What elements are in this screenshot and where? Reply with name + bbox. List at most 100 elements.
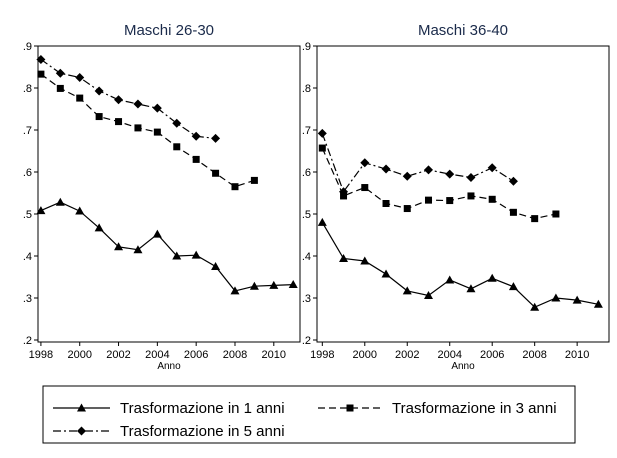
data-point [423,165,433,175]
data-point [487,163,497,173]
legend: Trasformazione in 1 anni Trasformazione … [42,385,576,444]
x-tick-label: 2004 [145,349,169,361]
y-tick-label: .4 [23,251,32,263]
data-point [551,293,561,302]
data-point [402,171,412,181]
data-point [173,143,181,151]
data-point [55,197,65,206]
data-point [317,217,327,226]
data-point [55,68,65,78]
data-point [508,176,518,186]
x-axis-title: Anno [157,361,181,372]
series-line-5-anni [40,58,216,139]
data-point [133,245,143,254]
data-point [133,99,143,109]
y-tick-label: .2 [302,335,311,347]
data-point [530,302,540,311]
data-point [269,280,279,289]
legend-label-3: Trasformazione in 3 anni [392,400,557,417]
data-point [94,223,104,232]
series-line-3-anni [40,73,255,188]
x-tick-label: 2002 [106,349,130,361]
data-point [36,54,46,64]
data-point [360,256,370,265]
data-point [152,229,162,238]
legend-marker-triangle [77,403,86,412]
y-tick-label: .9 [23,41,32,53]
x-tick-label: 2000 [67,349,91,361]
data-point [114,95,124,105]
data-point [115,118,123,126]
panel-maschi-36-40: Maschi 36-40 Anno .2 .3 .4 .5 .6 .7 .8 .9 1998 20… [302,22,610,372]
data-point [56,84,64,92]
data-point [249,281,259,290]
data-point [467,192,475,200]
data-point [488,195,496,203]
y-tick-label: .9 [302,41,311,53]
data-point [192,155,200,163]
legend-label-5: Trasformazione in 5 anni [120,423,285,440]
plot-frame [316,45,610,343]
data-point [572,295,582,304]
data-point [466,284,476,293]
series-line-1-anni [321,222,599,308]
data-point [382,200,390,207]
data-point [552,210,560,218]
data-point [37,70,45,78]
data-point [445,169,455,179]
data-point [172,251,182,260]
x-axis-title: Anno [451,361,475,372]
data-point [75,73,85,82]
legend-item-5: Trasformazione in 5 anni [53,423,285,440]
data-point [446,197,454,205]
data-point [423,290,433,299]
x-tick-label: 2010 [262,349,286,361]
legend-item-1: Trasformazione in 1 anni [53,400,285,417]
data-point [191,131,201,141]
data-point [231,183,239,191]
data-point [288,280,298,289]
panel-title: Maschi 36-40 [418,22,508,39]
panel-maschi-26-30: Maschi 26-30 Anno .2 .3 .4 .5 .6 .7 .8 .9 1998 20… [23,22,301,372]
y-tick-label: .6 [23,167,32,179]
x-tick-label: 2006 [480,349,504,361]
legend-box [42,385,576,444]
y-tick-label: .7 [302,125,311,137]
data-point [152,103,162,113]
data-point [509,208,517,216]
x-tick-label: 2004 [437,349,461,361]
data-point [339,187,349,197]
data-point [211,262,221,270]
data-point [114,242,124,251]
legend-item-3: Trasformazione in 3 anni [318,400,557,417]
data-point [250,176,258,184]
data-point [76,94,84,102]
y-tick-label: .2 [23,335,32,347]
y-tick-label: .3 [23,293,32,305]
data-point [487,273,497,282]
x-tick-label: 2000 [353,349,377,361]
plot-frame [37,45,301,343]
data-point [593,299,603,308]
legend-marker-square [346,404,354,412]
x-tick-label: 2008 [522,349,546,361]
x-tick-label: 1998 [310,349,334,361]
y-tick-label: .8 [302,83,311,95]
x-tick-label: 2008 [223,349,247,361]
legend-marker-diamond [77,426,86,436]
data-point [191,250,201,259]
data-point [212,169,220,177]
data-point [75,206,85,215]
data-point [317,128,327,138]
x-tick-label: 2010 [565,349,589,361]
data-point [94,86,104,96]
data-point [339,254,349,263]
data-point [403,205,411,213]
data-point [230,286,240,295]
y-tick-label: .7 [23,125,32,137]
data-point [424,196,432,204]
data-point [211,133,221,143]
data-point [95,113,103,121]
